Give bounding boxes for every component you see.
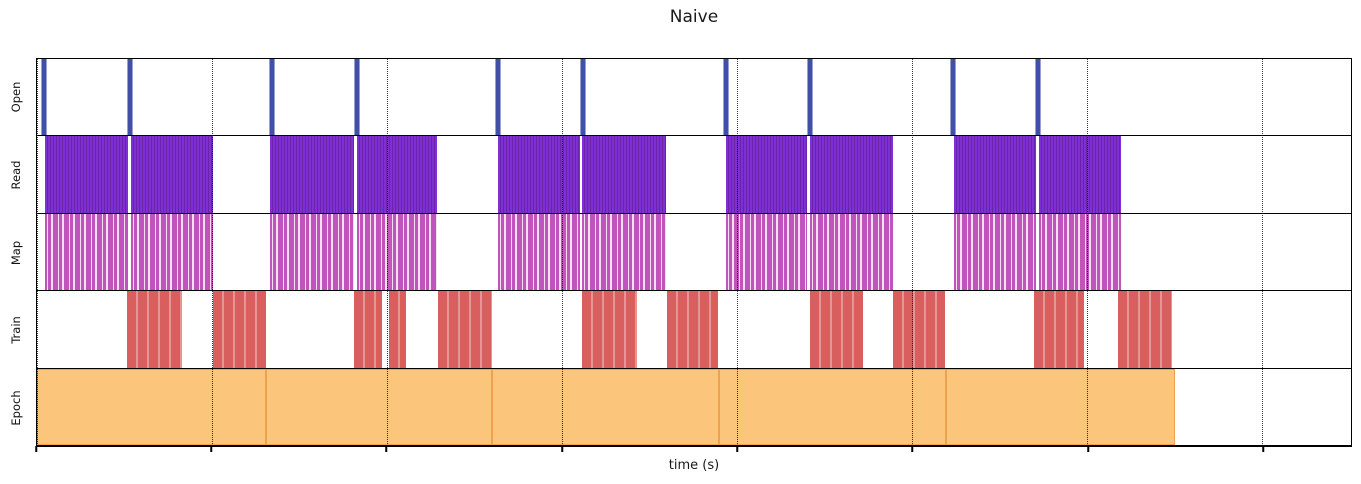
train-span-bar (126, 291, 182, 368)
map-span-bar (809, 213, 893, 291)
train-span-bar (389, 291, 407, 368)
open-event-bar (806, 59, 813, 136)
read-span-bar (809, 136, 893, 213)
x-tick (385, 446, 387, 452)
epoch-span-bar (718, 368, 946, 445)
train-span-bar (354, 291, 382, 368)
map-span-bar (269, 213, 354, 291)
open-event-bar (353, 59, 360, 136)
read-span-bar (130, 136, 213, 213)
x-tick (911, 446, 913, 452)
map-span-bar (130, 213, 213, 291)
open-event-bar (723, 59, 729, 136)
track-epoch (37, 368, 1351, 446)
train-span-bar (892, 291, 945, 368)
train-span-bar (1118, 291, 1173, 368)
train-span-bar (438, 291, 493, 368)
map-span-bar (45, 213, 128, 291)
read-span-bar (45, 136, 128, 213)
x-tick (35, 446, 37, 452)
map-span-bar (582, 213, 666, 291)
train-span-bar (809, 291, 863, 368)
row-label-read: Read (9, 160, 23, 190)
row-label-train: Train (9, 316, 23, 345)
figure-title: Naive (669, 7, 719, 27)
train-span-bar (1034, 291, 1085, 368)
track-open (37, 59, 1351, 137)
x-tick (561, 446, 563, 452)
open-event-bar (580, 59, 587, 136)
read-span-bar (357, 136, 438, 213)
map-span-bar (953, 213, 1037, 291)
x-tick (210, 446, 212, 452)
read-span-bar (269, 136, 354, 213)
x-tick (1262, 446, 1264, 452)
row-label-open: Open (9, 81, 23, 113)
x-ticks (35, 446, 1352, 453)
read-span-bar (582, 136, 666, 213)
open-event-bar (126, 59, 133, 136)
epoch-span-bar (37, 368, 266, 445)
open-event-bar (1035, 59, 1042, 136)
open-event-bar (949, 59, 956, 136)
track-train (37, 291, 1351, 369)
open-event-bar (41, 59, 48, 136)
x-axis-label: time (s) (668, 458, 720, 473)
read-span-bar (725, 136, 807, 213)
epoch-span-bar (265, 368, 493, 445)
x-tick (1087, 446, 1089, 452)
epoch-span-bar (945, 368, 1176, 445)
row-label-epoch: Epoch (9, 390, 23, 426)
map-span-bar (725, 213, 807, 291)
train-span-bar (212, 291, 266, 368)
train-span-bar (667, 291, 718, 368)
plot-area (36, 58, 1352, 447)
track-read (37, 136, 1351, 214)
read-span-bar (498, 136, 581, 213)
open-event-bar (268, 59, 275, 136)
map-span-bar (498, 213, 581, 291)
y-axis-row-labels: Open Read Map Train Epoch (0, 58, 36, 447)
row-label-map: Map (9, 240, 23, 265)
read-span-bar (953, 136, 1037, 213)
train-span-bar (582, 291, 638, 368)
track-map (37, 213, 1351, 292)
epoch-span-bar (492, 368, 719, 445)
x-tick (736, 446, 738, 452)
map-span-bar (357, 213, 438, 291)
map-span-bar (1039, 213, 1122, 291)
read-span-bar (1039, 136, 1122, 213)
open-event-bar (495, 59, 502, 136)
